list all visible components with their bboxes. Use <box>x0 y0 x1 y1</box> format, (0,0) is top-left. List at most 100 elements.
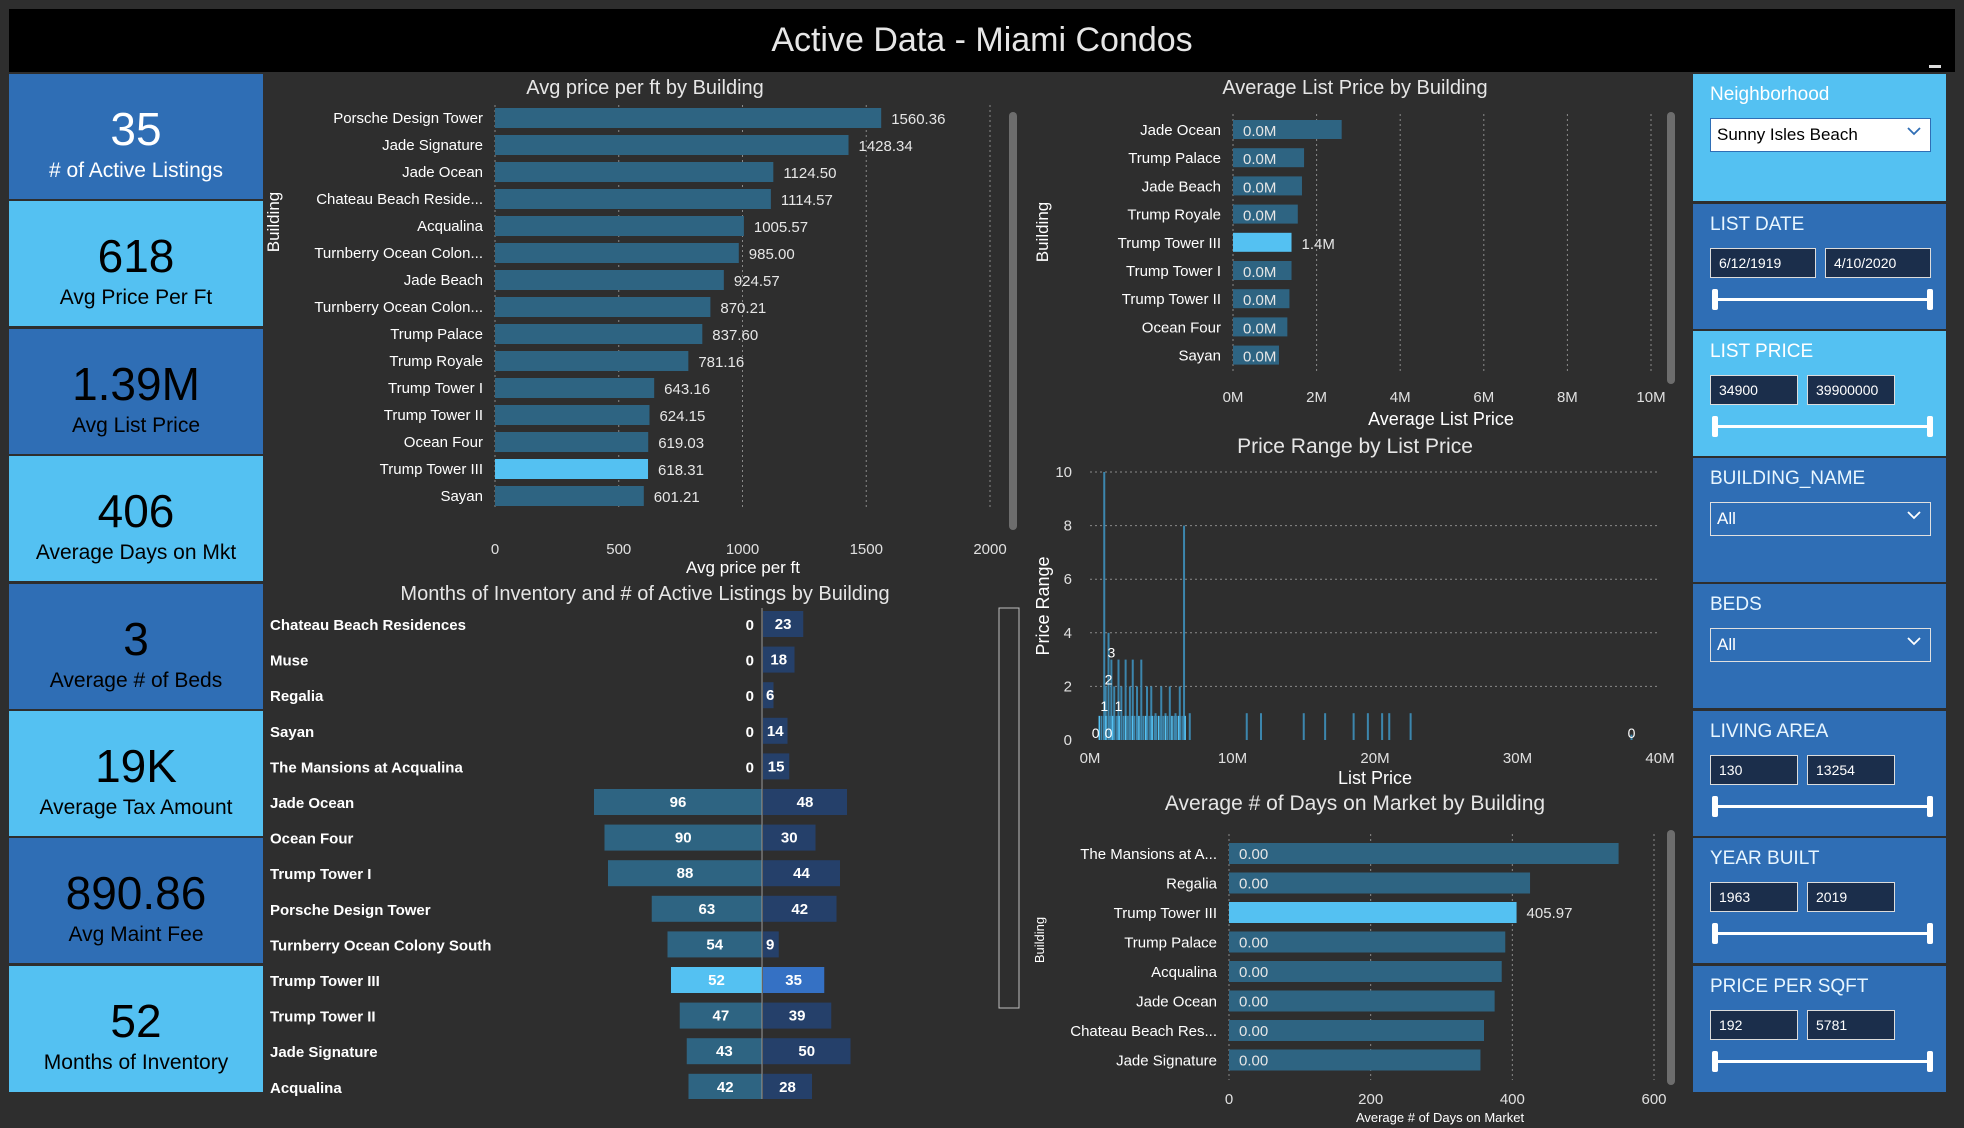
price-per-sqft-slider[interactable] <box>1712 1051 1933 1072</box>
data-label: 90 <box>675 830 692 847</box>
avg-list-price-chart[interactable]: Average List Price by Building 0M 2M 4M 6M 8M… <box>1030 72 1685 432</box>
bar-months <box>686 1038 762 1065</box>
price-per-ft-chart[interactable]: Avg price per ft by Building 0 500 1000 1500… <box>265 72 1025 582</box>
list-date-from-input[interactable]: 6/12/1919 <box>1710 248 1816 278</box>
data-label: 0.00 <box>1239 935 1268 952</box>
data-label: 96 <box>670 794 687 811</box>
bar <box>1233 261 1292 280</box>
bar <box>495 459 649 479</box>
slider-handle-min[interactable] <box>1712 796 1718 817</box>
list-price-to-input[interactable]: 39900000 <box>1807 375 1895 405</box>
kpi-value: 52 <box>110 995 162 1047</box>
data-label: 0.00 <box>1239 1053 1268 1070</box>
kpi-active-listings: 35 # of Active Listings <box>9 74 263 199</box>
kpi-value: 406 <box>97 485 175 537</box>
bar <box>1131 659 1134 740</box>
data-label: 0.0M <box>1243 320 1276 337</box>
title-bar: Active Data - Miami Condos <box>9 9 1955 72</box>
slider-handle-min[interactable] <box>1712 923 1718 944</box>
bar <box>1140 715 1142 740</box>
bar-listings <box>763 895 837 922</box>
kpi-label: Average Tax Amount <box>39 796 233 819</box>
bar <box>1229 1049 1481 1071</box>
data-label: 2 <box>1105 671 1113 687</box>
y-tick-label: Trump Tower III <box>1118 235 1221 252</box>
x-tick-label: 400 <box>1500 1091 1525 1108</box>
year-built-from-input[interactable]: 1963 <box>1710 882 1798 912</box>
y-tick-label: 10 <box>1055 464 1072 481</box>
data-label: 42 <box>791 901 808 918</box>
bar <box>1229 872 1531 894</box>
bar <box>1122 715 1125 740</box>
bar <box>1160 715 1162 740</box>
list-date-to-input[interactable]: 4/10/2020 <box>1825 248 1931 278</box>
kpi-label: Months of Inventory <box>43 1051 229 1074</box>
x-tick-label: 1500 <box>850 541 883 558</box>
slider-handle-max[interactable] <box>1927 289 1933 310</box>
minimize-icon[interactable] <box>1929 65 1941 68</box>
chart-title: Average List Price by Building <box>1222 77 1487 99</box>
category-label: Sayan <box>270 724 314 741</box>
scrollbar <box>1667 112 1675 384</box>
x-tick-label: 1000 <box>726 541 759 558</box>
slider-handle-max[interactable] <box>1927 796 1933 817</box>
list-date-slider[interactable] <box>1712 289 1933 310</box>
price-per-sqft-from-input[interactable]: 192 <box>1710 1010 1798 1040</box>
x-tick-label: 8M <box>1557 389 1578 406</box>
building-name-dropdown[interactable]: All <box>1710 502 1931 536</box>
dropdown-value: All <box>1717 635 1736 654</box>
bar <box>1110 659 1113 740</box>
data-label: 30 <box>781 830 798 847</box>
bar <box>1124 659 1127 740</box>
data-label: 985.00 <box>749 246 795 263</box>
bar <box>495 216 744 236</box>
data-label: 601.21 <box>654 489 700 506</box>
slider-handle-max[interactable] <box>1927 416 1933 437</box>
bar <box>1160 686 1163 740</box>
beds-dropdown[interactable]: All <box>1710 628 1931 662</box>
price-per-sqft-to-input[interactable]: 5781 <box>1807 1010 1895 1040</box>
living-area-from-input[interactable]: 130 <box>1710 755 1798 785</box>
data-label: 9 <box>766 936 774 953</box>
days-on-market-chart[interactable]: Average # of Days on Market by Building 0… <box>1030 790 1685 1128</box>
neighborhood-dropdown[interactable]: Sunny Isles Beach <box>1710 118 1931 152</box>
slider-handle-min[interactable] <box>1712 289 1718 310</box>
year-built-to-input[interactable]: 2019 <box>1807 882 1895 912</box>
slider-handle-min[interactable] <box>1712 1051 1718 1072</box>
bar-listings <box>763 611 804 637</box>
data-label: 52 <box>708 972 725 989</box>
data-label: 0 <box>746 759 754 776</box>
filter-living-area: LIVING AREA 130 13254 <box>1693 711 1946 836</box>
slider-handle-max[interactable] <box>1927 923 1933 944</box>
inventory-listings-chart[interactable]: Months of Inventory and # of Active List… <box>265 574 1025 1099</box>
dropdown-value: All <box>1717 509 1736 528</box>
bar <box>1179 715 1182 740</box>
x-tick-label: 0M <box>1223 389 1244 406</box>
bar <box>1113 715 1116 740</box>
bar-months <box>671 967 762 993</box>
bar-listings <box>763 1038 851 1065</box>
bar <box>1105 715 1107 740</box>
bar <box>1381 713 1384 740</box>
bar <box>1129 715 1131 740</box>
kpi-label: # of Active Listings <box>49 159 223 182</box>
year-built-slider[interactable] <box>1712 923 1933 944</box>
y-tick-label: Chateau Beach Reside... <box>316 191 483 208</box>
bar <box>1138 715 1140 740</box>
list-price-slider[interactable] <box>1712 416 1933 437</box>
data-label: 1114.57 <box>781 192 833 209</box>
slider-handle-max[interactable] <box>1927 1051 1933 1072</box>
slider-handle-min[interactable] <box>1712 416 1718 437</box>
list-price-from-input[interactable]: 34900 <box>1710 375 1798 405</box>
bar-months <box>651 895 762 922</box>
living-area-to-input[interactable]: 13254 <box>1807 755 1895 785</box>
living-area-slider[interactable] <box>1712 796 1933 817</box>
data-label: 781.16 <box>698 354 744 371</box>
bar <box>495 405 650 425</box>
y-tick-label: Regalia <box>1166 876 1218 893</box>
bar <box>1233 289 1290 309</box>
bar <box>495 378 655 398</box>
chevron-down-icon <box>1907 511 1921 520</box>
kpi-avg-beds: 3 Average # of Beds <box>9 584 263 709</box>
